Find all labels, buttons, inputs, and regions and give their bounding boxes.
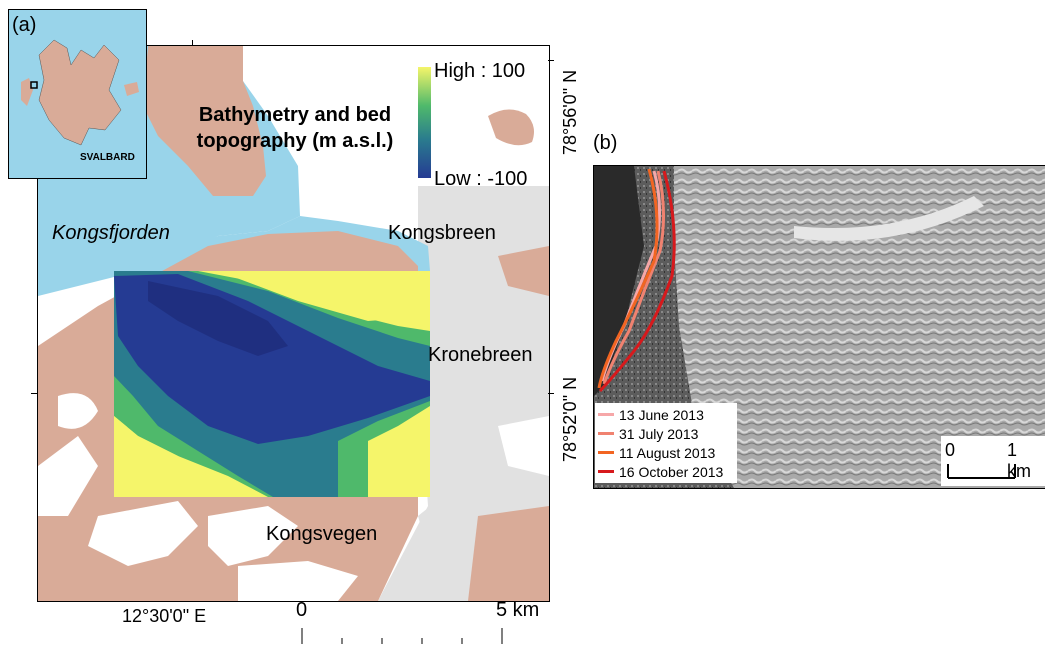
inset-label: SVALBARD	[80, 152, 135, 163]
legend-item: 31 July 2013	[598, 424, 734, 443]
legend-item: 16 October 2013	[598, 462, 734, 481]
map-title-line2: topography (m a.s.l.)	[196, 130, 394, 152]
inset-map	[8, 9, 147, 179]
map-panel-a	[37, 45, 550, 602]
label-kongsbreen: Kongsbreen	[388, 222, 496, 244]
panel-label-a: (a)	[12, 14, 37, 36]
scale-b-start: 0	[945, 440, 956, 460]
label-kronebreen: Kronebreen	[428, 344, 533, 366]
colorbar-high-label: High : 100	[434, 60, 526, 82]
map-title-line1: Bathymetry and bed	[198, 104, 392, 126]
legend-item: 11 August 2013	[598, 443, 734, 462]
legend-swatch	[598, 432, 614, 435]
legend-swatch	[598, 451, 614, 454]
front-line-august	[597, 168, 659, 389]
tick-left	[31, 393, 37, 394]
tick-right-bottom	[548, 393, 554, 394]
front-line-october	[598, 170, 676, 393]
label-kongsfjorden: Kongsfjorden	[52, 222, 170, 244]
legend-item-label: 31 July 2013	[619, 425, 699, 442]
map-canvas	[38, 46, 549, 601]
medial-moraine	[794, 196, 984, 241]
island	[488, 109, 534, 146]
legend-swatch	[598, 470, 614, 473]
colorbar-low-label: Low : -100	[434, 168, 528, 190]
scale-b-end: 1 km	[1007, 440, 1031, 481]
glacier-surface	[674, 166, 1045, 488]
label-kongsvegen: Kongsvegen	[266, 523, 378, 545]
tick-top	[192, 40, 193, 46]
lat-label-bottom: 78°52'0" N	[560, 376, 580, 462]
scale-b-box: 0 1 km	[941, 436, 1045, 486]
panel-label-b: (b)	[593, 132, 618, 154]
legend-item-label: 11 August 2013	[619, 444, 716, 461]
colorbar	[418, 67, 431, 178]
north-land	[143, 46, 266, 196]
scale-a-start: 0	[296, 599, 308, 621]
scale-bar-b	[947, 464, 1016, 479]
dark-fjord	[594, 166, 644, 396]
scale-a-end: 5 km	[496, 599, 540, 621]
sar-image	[593, 165, 1045, 489]
tick-right-top	[548, 60, 554, 61]
map-title: Bathymetry and bed topography (m a.s.l.)	[180, 102, 410, 154]
scale-bar-a	[301, 628, 503, 644]
lon-label: 12°30'0" E	[122, 606, 207, 626]
lat-label-top: 78°56'0" N	[560, 69, 580, 155]
inset-svalbard-shape	[21, 39, 139, 146]
legend-panel-b: 13 June 2013 31 July 2013 11 August 2013…	[595, 403, 737, 483]
legend-item-label: 16 October 2013	[619, 463, 724, 480]
front-line-july	[602, 170, 666, 385]
legend-item: 13 June 2013	[598, 405, 734, 424]
inset-locator-box	[30, 81, 38, 89]
bathymetry-raster	[114, 271, 430, 497]
legend-swatch	[598, 413, 614, 416]
legend-item-label: 13 June 2013	[619, 406, 704, 423]
